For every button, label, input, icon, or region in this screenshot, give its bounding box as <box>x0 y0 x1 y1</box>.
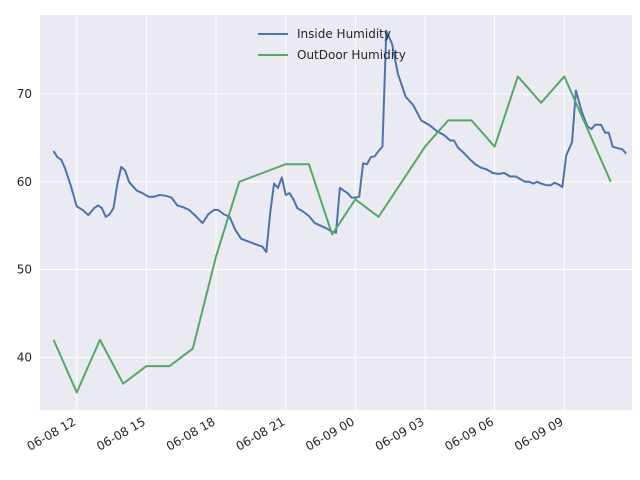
y-tick-label: 50 <box>17 263 32 277</box>
x-tick-label: 06-09 03 <box>373 414 427 453</box>
x-tick-label: 06-09 00 <box>303 414 357 453</box>
y-tick-label: 60 <box>17 175 32 189</box>
x-tick-label: 06-09 09 <box>512 414 566 453</box>
series-lines <box>52 29 627 394</box>
x-tick-label: 06-08 15 <box>94 414 148 453</box>
plot-area-background <box>40 15 632 410</box>
legend-label: Inside Humidity <box>297 27 391 41</box>
x-tick-label: 06-09 06 <box>442 414 496 453</box>
x-tick-label: 06-08 21 <box>233 414 287 453</box>
series-line-1 <box>52 29 627 253</box>
legend: Inside Humidity OutDoor Humidity <box>258 27 406 62</box>
x-tick-label: 06-08 12 <box>25 414 79 453</box>
x-tick-label: 06-08 18 <box>164 414 218 453</box>
x-axis-ticks: 06-08 12 06-08 15 06-08 18 06-08 21 06-09 00… <box>25 414 566 453</box>
series-line-2 <box>52 75 612 394</box>
y-tick-label: 40 <box>17 350 32 364</box>
legend-label: OutDoor Humidity <box>297 48 406 62</box>
y-tick-label: 70 <box>17 87 32 101</box>
grid-lines <box>40 15 632 410</box>
y-axis-ticks: 40 50 60 70 <box>17 87 32 364</box>
